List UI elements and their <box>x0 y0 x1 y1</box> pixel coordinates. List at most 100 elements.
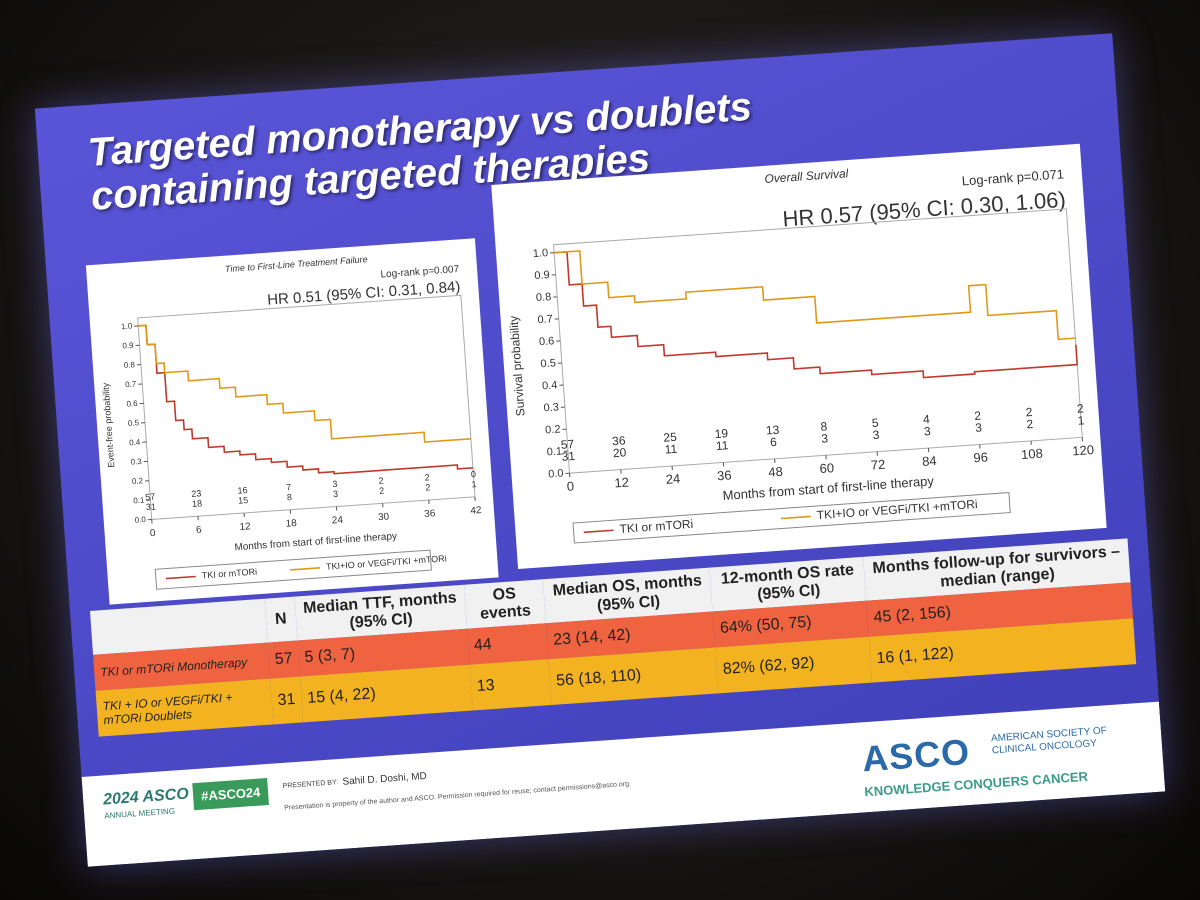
at-risk-count: 15 <box>238 495 249 506</box>
y-tick-label: 0.6 <box>539 335 555 348</box>
at-risk-count: 5 <box>871 416 879 430</box>
x-axis-label: Months from start of first-line therapy <box>722 473 935 503</box>
x-tick-label: 36 <box>717 467 732 483</box>
at-risk-count: 3 <box>872 428 880 442</box>
annotation: Log-rank p=0.007 <box>380 264 460 280</box>
at-risk-count: 19 <box>714 426 729 441</box>
chart-title: Overall Survival <box>764 166 849 186</box>
at-risk-count: 7 <box>286 482 292 492</box>
table-cell: 82% (62, 92) <box>715 636 873 694</box>
table-cell: 44 <box>466 623 549 665</box>
chart: Time to First-Line Treatment Failure Log-… <box>100 254 482 590</box>
x-tick-label: 12 <box>239 521 251 533</box>
y-tick-label: 0.4 <box>542 379 558 392</box>
at-risk-count: 31 <box>561 449 576 464</box>
slide: Targeted monotherapy vs doublets contain… <box>34 33 1166 867</box>
y-tick-label: 1.0 <box>121 321 133 331</box>
legend-swatch <box>165 575 196 580</box>
x-tick-label: 84 <box>922 453 937 469</box>
plot-frame <box>553 208 1083 474</box>
x-tick-label: 108 <box>1021 446 1044 462</box>
at-risk-count: 2 <box>1026 417 1034 431</box>
at-risk-count: 2 <box>424 472 430 482</box>
y-tick-label: 0.3 <box>130 457 142 467</box>
plot-frame <box>137 294 476 520</box>
at-risk-count: 1 <box>1077 413 1085 427</box>
at-risk-count: 2 <box>1025 405 1033 419</box>
at-risk-count: 11 <box>664 442 678 457</box>
chart-title: Time to First-Line Treatment Failure <box>225 254 368 274</box>
at-risk-count: 3 <box>923 424 931 438</box>
header-cell: OS events <box>463 579 547 629</box>
y-tick-label: 0.1 <box>133 496 145 506</box>
legend-label: TKI or mTORi <box>201 567 257 581</box>
y-axis-label: Survival probability <box>507 315 528 416</box>
at-risk-count: 2 <box>1076 401 1084 415</box>
at-risk-count: 2 <box>974 409 982 423</box>
hashtag: #ASCO24 <box>192 778 270 811</box>
x-tick-label: 30 <box>378 511 390 523</box>
x-tick-label: 0 <box>150 528 157 539</box>
table-cell: 31 <box>270 676 304 725</box>
x-tick-label: 12 <box>614 475 629 491</box>
x-tick-label: 42 <box>470 505 482 517</box>
x-tick-label: 24 <box>331 515 343 527</box>
x-tick-label: 6 <box>196 525 203 536</box>
at-risk-count: 23 <box>191 488 202 499</box>
y-tick-label: 0.8 <box>124 360 136 370</box>
at-risk-count: 20 <box>612 445 627 460</box>
at-risk-count: 8 <box>287 492 293 502</box>
at-risk-count: 16 <box>237 485 248 496</box>
y-tick-label: 0.6 <box>126 399 138 409</box>
chart-panel: Time to First-Line Treatment Failure Log-… <box>85 238 499 605</box>
at-risk-count: 3 <box>821 431 829 445</box>
x-tick-label: 60 <box>819 460 834 476</box>
at-risk-count: 0 <box>471 469 477 479</box>
at-risk-count: 3 <box>975 420 983 434</box>
at-risk-count: 31 <box>146 502 157 513</box>
at-risk-count: 18 <box>192 498 203 509</box>
y-tick-label: 0.5 <box>540 357 556 370</box>
x-tick-label: 48 <box>768 464 783 480</box>
hazard-ratio: HR 0.57 (95% CI: 0.30, 1.06) <box>782 187 1067 232</box>
x-tick-label: 120 <box>1072 442 1095 458</box>
y-tick-label: 0.7 <box>125 379 137 389</box>
x-tick-label: 96 <box>973 449 988 465</box>
x-tick-label: 18 <box>285 518 297 530</box>
x-tick-label: 36 <box>424 508 436 520</box>
meeting: 2024 ASCO <box>102 785 190 809</box>
at-risk-count: 2 <box>425 482 431 492</box>
y-tick-label: 0.7 <box>537 313 553 326</box>
table-cell: 13 <box>469 659 552 711</box>
at-risk-count: 11 <box>715 438 729 453</box>
at-risk-count: 2 <box>379 486 385 496</box>
at-risk-count: 3 <box>332 479 338 489</box>
y-tick-label: 0.0 <box>134 515 146 525</box>
legend-frame <box>572 492 1011 544</box>
y-tick-label: 0.2 <box>132 476 144 486</box>
table-cell: 57 <box>267 640 300 679</box>
y-tick-label: 0.5 <box>128 418 140 428</box>
survival-curve <box>138 324 473 475</box>
presenter: Sahil D. Doshi, MD <box>342 770 428 788</box>
x-tick-label: 72 <box>870 457 885 473</box>
annotation: Log-rank p=0.071 <box>961 166 1064 188</box>
y-tick-label: 1.0 <box>532 247 548 260</box>
hazard-ratio: HR 0.51 (95% CI: 0.31, 0.84) <box>267 278 461 308</box>
y-tick-label: 0.3 <box>543 401 559 414</box>
legend-swatch <box>780 515 811 520</box>
x-axis-label: Months from start of first-line therapy <box>234 531 397 553</box>
at-risk-count: 25 <box>663 430 678 445</box>
survival-curve <box>554 250 1076 341</box>
survival-curve <box>138 324 471 443</box>
y-axis-label: Event-free probability <box>100 382 116 468</box>
at-risk-count: 57 <box>560 437 575 452</box>
legend-swatch <box>290 567 321 571</box>
at-risk-count: 2 <box>378 476 384 486</box>
y-tick-label: 0.9 <box>534 269 550 282</box>
at-risk-count: 3 <box>333 489 339 499</box>
at-risk-count: 4 <box>923 412 931 426</box>
y-tick-label: 0.9 <box>122 341 134 351</box>
